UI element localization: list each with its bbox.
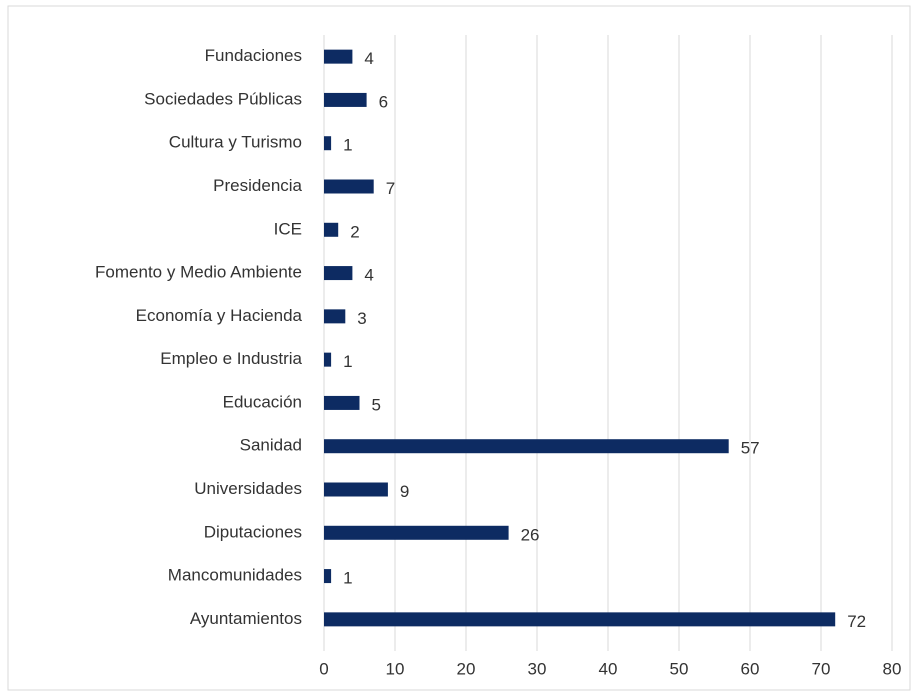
value-label: 7	[386, 179, 395, 198]
bar	[324, 266, 353, 281]
value-label: 1	[343, 352, 352, 371]
value-label: 4	[364, 266, 373, 285]
y-tick-label: Educación	[223, 392, 302, 411]
chart-frame	[7, 5, 911, 691]
x-tick-label: 70	[812, 659, 831, 678]
y-tick-label: Sanidad	[240, 436, 302, 455]
y-tick-label: Fomento y Medio Ambiente	[95, 263, 302, 282]
bar	[324, 136, 332, 151]
value-label: 6	[379, 92, 388, 111]
bar	[324, 179, 374, 194]
value-label: 3	[357, 309, 366, 328]
y-tick-label: Ayuntamientos	[190, 609, 302, 628]
value-label: 1	[343, 136, 352, 155]
value-label: 4	[364, 49, 373, 68]
value-label: 1	[343, 569, 352, 588]
value-label: 26	[521, 525, 540, 544]
x-tick-label: 0	[319, 659, 328, 678]
y-tick-label: Empleo e Industria	[160, 349, 302, 368]
bar	[324, 352, 332, 367]
bar	[324, 92, 367, 107]
bar	[324, 49, 353, 64]
y-tick-label: Fundaciones	[205, 46, 302, 65]
x-tick-label: 40	[599, 659, 618, 678]
bar	[324, 612, 836, 627]
value-label: 57	[741, 439, 760, 458]
value-label: 5	[372, 395, 381, 414]
y-tick-label: Presidencia	[213, 176, 302, 195]
bar	[324, 222, 339, 237]
y-tick-label: Cultura y Turismo	[169, 133, 302, 152]
x-tick-label: 50	[670, 659, 689, 678]
y-tick-label: Universidades	[194, 479, 302, 498]
bar	[324, 482, 388, 497]
x-tick-label: 80	[883, 659, 902, 678]
y-tick-label: ICE	[274, 219, 302, 238]
bar	[324, 309, 346, 324]
x-tick-label: 30	[528, 659, 547, 678]
x-tick-label: 10	[386, 659, 405, 678]
value-label: 2	[350, 222, 359, 241]
y-tick-label: Mancomunidades	[168, 566, 302, 585]
bar	[324, 395, 360, 410]
y-tick-label: Diputaciones	[204, 522, 302, 541]
value-label: 9	[400, 482, 409, 501]
bar	[324, 439, 729, 454]
y-tick-label: Economía y Hacienda	[136, 306, 303, 325]
x-tick-label: 60	[741, 659, 760, 678]
bar	[324, 525, 509, 540]
y-tick-label: Sociedades Públicas	[144, 89, 302, 108]
bar	[324, 569, 332, 584]
x-tick-label: 20	[457, 659, 476, 678]
value-label: 72	[847, 612, 866, 631]
